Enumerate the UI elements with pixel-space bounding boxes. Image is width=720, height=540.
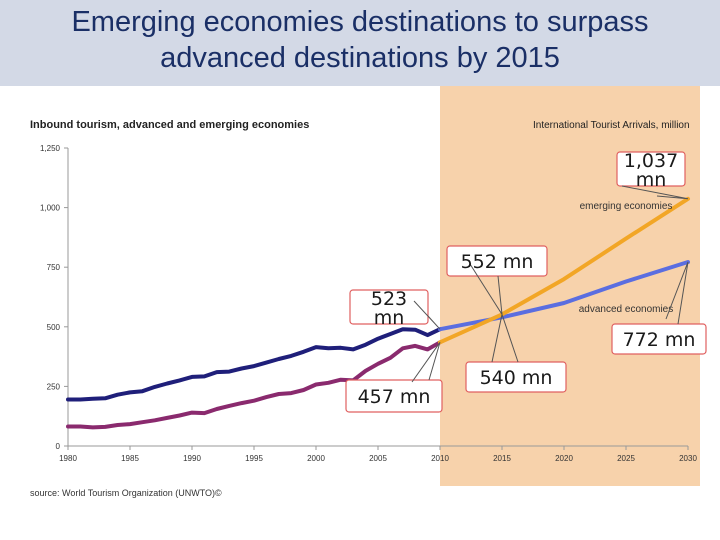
callout-label-line1: 523 (371, 288, 407, 310)
callout-pointer (665, 261, 689, 325)
callout-label-line1: 1,037 (624, 150, 678, 172)
x-tick-label: 2015 (493, 454, 511, 463)
y-tick-label: 0 (56, 442, 61, 451)
y-tick-label: 1,000 (40, 204, 61, 213)
series-line-advanced-economies-forecast (438, 260, 690, 332)
slide-title-line1: Emerging economies destinations to surpa… (71, 6, 649, 38)
y-tick-label: 1,250 (40, 144, 61, 153)
callout-label: 552 mn (461, 251, 534, 273)
x-tick-label: 2025 (617, 454, 635, 463)
callout: 772 mn (611, 261, 707, 355)
callout-box (349, 289, 429, 325)
callout-box (446, 245, 548, 277)
x-tick-label: 1985 (121, 454, 139, 463)
forecast-region-shade (440, 86, 700, 486)
callout: 540 mn (465, 312, 567, 393)
unit-label: International Tourist Arrivals, million (533, 120, 690, 131)
callout-label-line2: mn (374, 307, 405, 329)
y-tick-label: 750 (47, 263, 61, 272)
callout-label: 540 mn (480, 367, 553, 389)
callout: 552 mn (446, 245, 548, 315)
series-line-emerging-economies-actual (66, 340, 442, 430)
chart-source: source: World Tourism Organization (UNWT… (30, 488, 222, 498)
callout-box (345, 379, 443, 413)
series-labels: emerging economies advanced economies (579, 201, 674, 315)
callout-label-line2: mn (636, 169, 667, 191)
y-tick-label: 250 (47, 382, 61, 391)
callout-box (611, 323, 707, 355)
title-bar: Emerging economies destinations to surpa… (0, 0, 720, 86)
callout-box (616, 151, 686, 187)
series-layer (66, 196, 690, 430)
y-tick-label: 500 (47, 323, 61, 332)
series-line-advanced-economies-actual (66, 327, 442, 402)
callout-label: 523 mn (371, 288, 407, 329)
x-tick-label: 1980 (59, 454, 77, 463)
callout-label: 772 mn (623, 329, 696, 351)
slide-title-line2: advanced destinations by 2015 (160, 42, 560, 74)
callout-pointer (411, 342, 441, 383)
x-tick-label: 2005 (369, 454, 387, 463)
callout: 523 mn (349, 288, 441, 330)
callout-box (465, 361, 567, 393)
series-line-emerging-economies-forecast (438, 196, 690, 345)
series-name-label: emerging economies (580, 201, 673, 212)
x-tick-label: 2020 (555, 454, 573, 463)
series-name-label: advanced economies (579, 304, 674, 315)
x-tick-label: 2010 (431, 454, 449, 463)
x-tick-label: 1990 (183, 454, 201, 463)
callout-pointer (621, 185, 689, 200)
tourism-line-chart: Inbound tourism, advanced and emerging e… (30, 86, 707, 498)
callout: 1,037 mn (616, 150, 689, 200)
callout-pointer (491, 312, 519, 363)
callout-pointer (413, 300, 441, 330)
x-tick-label: 2030 (679, 454, 697, 463)
callout-label: 457 mn (358, 386, 431, 408)
axes: 0 250 500 750 1,000 1,250 1980 1985 1990 1995 2000… (40, 144, 697, 463)
x-tick-label: 1995 (245, 454, 263, 463)
chart-title: Inbound tourism, advanced and emerging e… (30, 119, 309, 131)
callout: 457 mn (345, 342, 443, 413)
x-tick-label: 2000 (307, 454, 325, 463)
callout-label: 1,037 mn (624, 150, 678, 191)
